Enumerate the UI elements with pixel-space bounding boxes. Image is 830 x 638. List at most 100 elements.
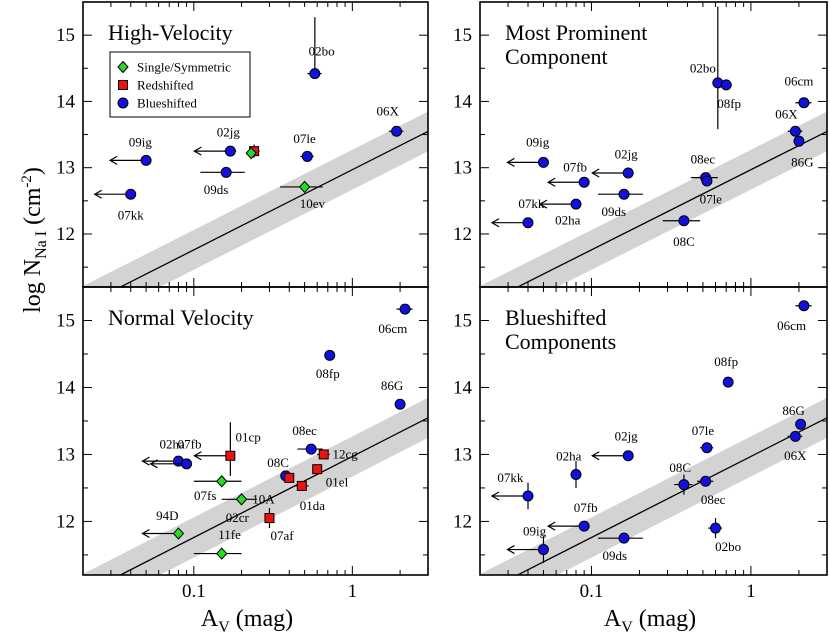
point-label: 07fb [563, 160, 587, 175]
panel-3: 12 13 14 15 0.1 1 Normal Velocity 06cm 08fp 86G 02… [56, 286, 429, 602]
point-label: 02cr [226, 510, 250, 525]
point-label: 02bo [690, 60, 716, 75]
point-02bo: 02bo [708, 518, 741, 554]
point-label: 07kk [118, 207, 145, 222]
point-11fe: 11fe [193, 527, 242, 560]
point-label: 08fp [714, 354, 738, 369]
point-06X: 06X [376, 103, 404, 137]
x-tick-label: 1 [746, 581, 756, 602]
point-label: 08C [673, 234, 695, 249]
y-tick-label: 14 [56, 377, 76, 398]
point-marker [522, 217, 534, 229]
point-label: 07fb [574, 500, 598, 515]
point-06X: 06X [775, 107, 803, 137]
panel-title: High-Velocity [108, 20, 233, 45]
point-marker [720, 79, 732, 91]
y-tick-label: 15 [56, 310, 75, 331]
point-label: 94D [156, 508, 178, 523]
point-marker [305, 443, 317, 455]
point-marker [722, 376, 734, 388]
point-06cm: 06cm [378, 303, 413, 336]
fit-band [480, 397, 827, 575]
legend-marker [117, 97, 129, 109]
point-marker [570, 198, 582, 210]
point-marker [324, 349, 336, 361]
point-label: 06X [376, 103, 399, 118]
y-tick-label: 15 [453, 25, 472, 46]
point-09ds: 09ds [200, 166, 245, 197]
fit-band [480, 111, 827, 287]
point-86G: 86G [791, 135, 813, 169]
x-axis-title-right: AV (mag) [604, 606, 696, 636]
point-08fp: 08fp [717, 79, 741, 111]
legend-marker [117, 60, 129, 74]
point-label: 07le [293, 131, 316, 146]
point-marker [318, 449, 329, 460]
point-marker [618, 188, 630, 200]
panel-title: Component [505, 44, 608, 69]
point-label: 01el [326, 475, 349, 490]
legend: Single/Symmetric Redshifted Blueshifted [109, 51, 251, 118]
point-green-hv [245, 146, 257, 160]
point-02ha: 02ha [538, 198, 582, 228]
point-label: 09ds [601, 204, 626, 219]
point-label: 02ha [555, 213, 581, 228]
point-label: 10A [252, 491, 275, 506]
point-label: 07fs [194, 488, 216, 503]
point-07kk: 07kk [93, 188, 145, 222]
fit-band [83, 111, 428, 287]
panel-title: Most Prominent [505, 20, 647, 45]
point-label: 08ec [292, 423, 317, 438]
y-tick-label: 13 [56, 158, 75, 179]
point-label: 07af [270, 528, 294, 543]
point-marker [798, 97, 810, 109]
y-tick-label: 14 [56, 91, 76, 112]
x-tick-label: 0.1 [182, 581, 206, 602]
point-label: 07kk [518, 196, 545, 211]
upper-limit-arrowhead [141, 456, 150, 466]
upper-limit-arrowhead [506, 545, 515, 555]
x-axis-title-left: AV (mag) [201, 606, 293, 636]
point-02cr: 02cr [226, 493, 250, 525]
point-label: 09ig [526, 135, 550, 150]
upper-limit-arrowhead [506, 157, 515, 167]
point-label: 86G [791, 154, 813, 169]
y-tick-label: 14 [453, 91, 473, 112]
point-marker [537, 544, 549, 556]
point-07fb: 07fb [546, 500, 598, 532]
point-label: 08C [267, 455, 289, 470]
point-label: 06X [784, 448, 807, 463]
point-marker [394, 398, 406, 410]
point-marker [622, 450, 634, 462]
point-label: 02ha [160, 436, 186, 451]
y-tick-label: 15 [453, 310, 472, 331]
point-marker [224, 145, 236, 157]
point-06X: 06X [784, 430, 807, 463]
upper-limit-arrowhead [93, 189, 103, 199]
point-label: 86G [381, 378, 403, 393]
point-marker [216, 474, 228, 488]
point-marker [309, 68, 321, 80]
panel-1: 12 13 14 15 High-Velocity Single/Symmetric Red… [56, 1, 429, 288]
point-label: 01da [300, 498, 326, 513]
upper-limit-arrowhead [490, 218, 500, 228]
point-marker [284, 472, 295, 483]
point-label: 06cm [378, 321, 407, 336]
point-marker [700, 475, 712, 487]
point-08fp: 08fp [714, 354, 738, 388]
point-marker [789, 430, 801, 442]
point-marker [298, 180, 311, 194]
upper-limit-arrowhead [590, 451, 600, 461]
point-marker [301, 150, 313, 162]
fit-line [119, 130, 428, 287]
point-label: 07le [700, 192, 723, 207]
point-label: 02jg [217, 125, 241, 140]
point-marker [312, 464, 323, 475]
point-07le: 07le [700, 175, 723, 207]
point-07kk: 07kk [490, 196, 545, 229]
point-08C: 08C [669, 460, 693, 495]
point-86G: 86G [782, 403, 807, 430]
